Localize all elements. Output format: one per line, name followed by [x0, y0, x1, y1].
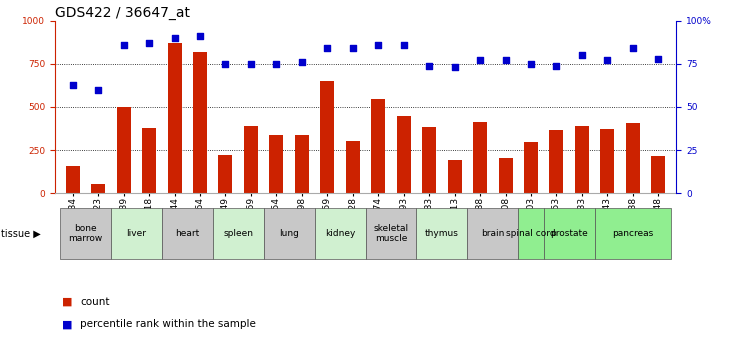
Bar — [66, 166, 80, 193]
Point — [372, 42, 384, 48]
Bar — [423, 127, 436, 193]
Text: prostate: prostate — [550, 229, 588, 238]
FancyBboxPatch shape — [544, 208, 595, 259]
Point — [525, 61, 537, 67]
FancyBboxPatch shape — [264, 208, 314, 259]
Text: pancreas: pancreas — [613, 229, 654, 238]
FancyBboxPatch shape — [417, 208, 467, 259]
Bar — [600, 128, 615, 193]
FancyBboxPatch shape — [162, 208, 213, 259]
FancyBboxPatch shape — [467, 208, 518, 259]
FancyBboxPatch shape — [213, 208, 264, 259]
Bar — [626, 124, 640, 193]
FancyBboxPatch shape — [595, 208, 671, 259]
Text: bone
marrow: bone marrow — [68, 224, 102, 244]
Point — [219, 61, 231, 67]
FancyBboxPatch shape — [366, 208, 417, 259]
Text: tissue ▶: tissue ▶ — [1, 229, 41, 239]
Text: liver: liver — [126, 229, 146, 238]
Bar — [524, 142, 538, 193]
Text: lung: lung — [279, 229, 299, 238]
Point — [67, 82, 78, 87]
Text: ■: ■ — [62, 319, 72, 329]
Text: GDS422 / 36647_at: GDS422 / 36647_at — [55, 6, 190, 20]
FancyBboxPatch shape — [518, 208, 544, 259]
Bar — [397, 116, 411, 193]
Text: percentile rank within the sample: percentile rank within the sample — [80, 319, 257, 329]
Point — [500, 58, 512, 63]
Point — [245, 61, 257, 67]
Point — [627, 46, 639, 51]
Point — [576, 52, 588, 58]
Bar — [320, 81, 334, 193]
Bar — [499, 158, 512, 193]
FancyBboxPatch shape — [314, 208, 366, 259]
Point — [322, 46, 333, 51]
Bar — [244, 126, 258, 193]
Text: ■: ■ — [62, 297, 72, 307]
Point — [118, 42, 129, 48]
Text: spleen: spleen — [223, 229, 253, 238]
Point — [296, 59, 308, 65]
Text: heart: heart — [175, 229, 200, 238]
Bar — [167, 43, 181, 193]
Text: skeletal
muscle: skeletal muscle — [374, 224, 409, 244]
Bar — [142, 128, 156, 193]
Bar — [575, 126, 589, 193]
Bar — [91, 184, 105, 193]
FancyBboxPatch shape — [60, 208, 111, 259]
Point — [194, 33, 206, 39]
Point — [449, 65, 461, 70]
Bar — [295, 135, 308, 193]
Bar — [447, 159, 462, 193]
Bar — [269, 135, 284, 193]
FancyBboxPatch shape — [111, 208, 162, 259]
Point — [270, 61, 282, 67]
Bar — [651, 156, 665, 193]
Text: kidney: kidney — [325, 229, 355, 238]
Text: brain: brain — [481, 229, 504, 238]
Point — [653, 56, 664, 61]
Bar — [346, 141, 360, 193]
Bar — [193, 52, 207, 193]
Bar — [371, 99, 385, 193]
Text: count: count — [80, 297, 110, 307]
Point — [143, 40, 155, 46]
Bar — [219, 155, 232, 193]
Point — [398, 42, 409, 48]
Point — [423, 63, 435, 68]
Point — [474, 58, 486, 63]
Point — [347, 46, 359, 51]
Point — [550, 63, 562, 68]
Point — [602, 58, 613, 63]
Bar — [473, 122, 487, 193]
Bar — [116, 107, 131, 193]
Text: thymus: thymus — [425, 229, 459, 238]
Point — [92, 87, 104, 92]
Text: spinal cord: spinal cord — [506, 229, 556, 238]
Point — [169, 35, 181, 41]
Bar — [550, 130, 564, 193]
